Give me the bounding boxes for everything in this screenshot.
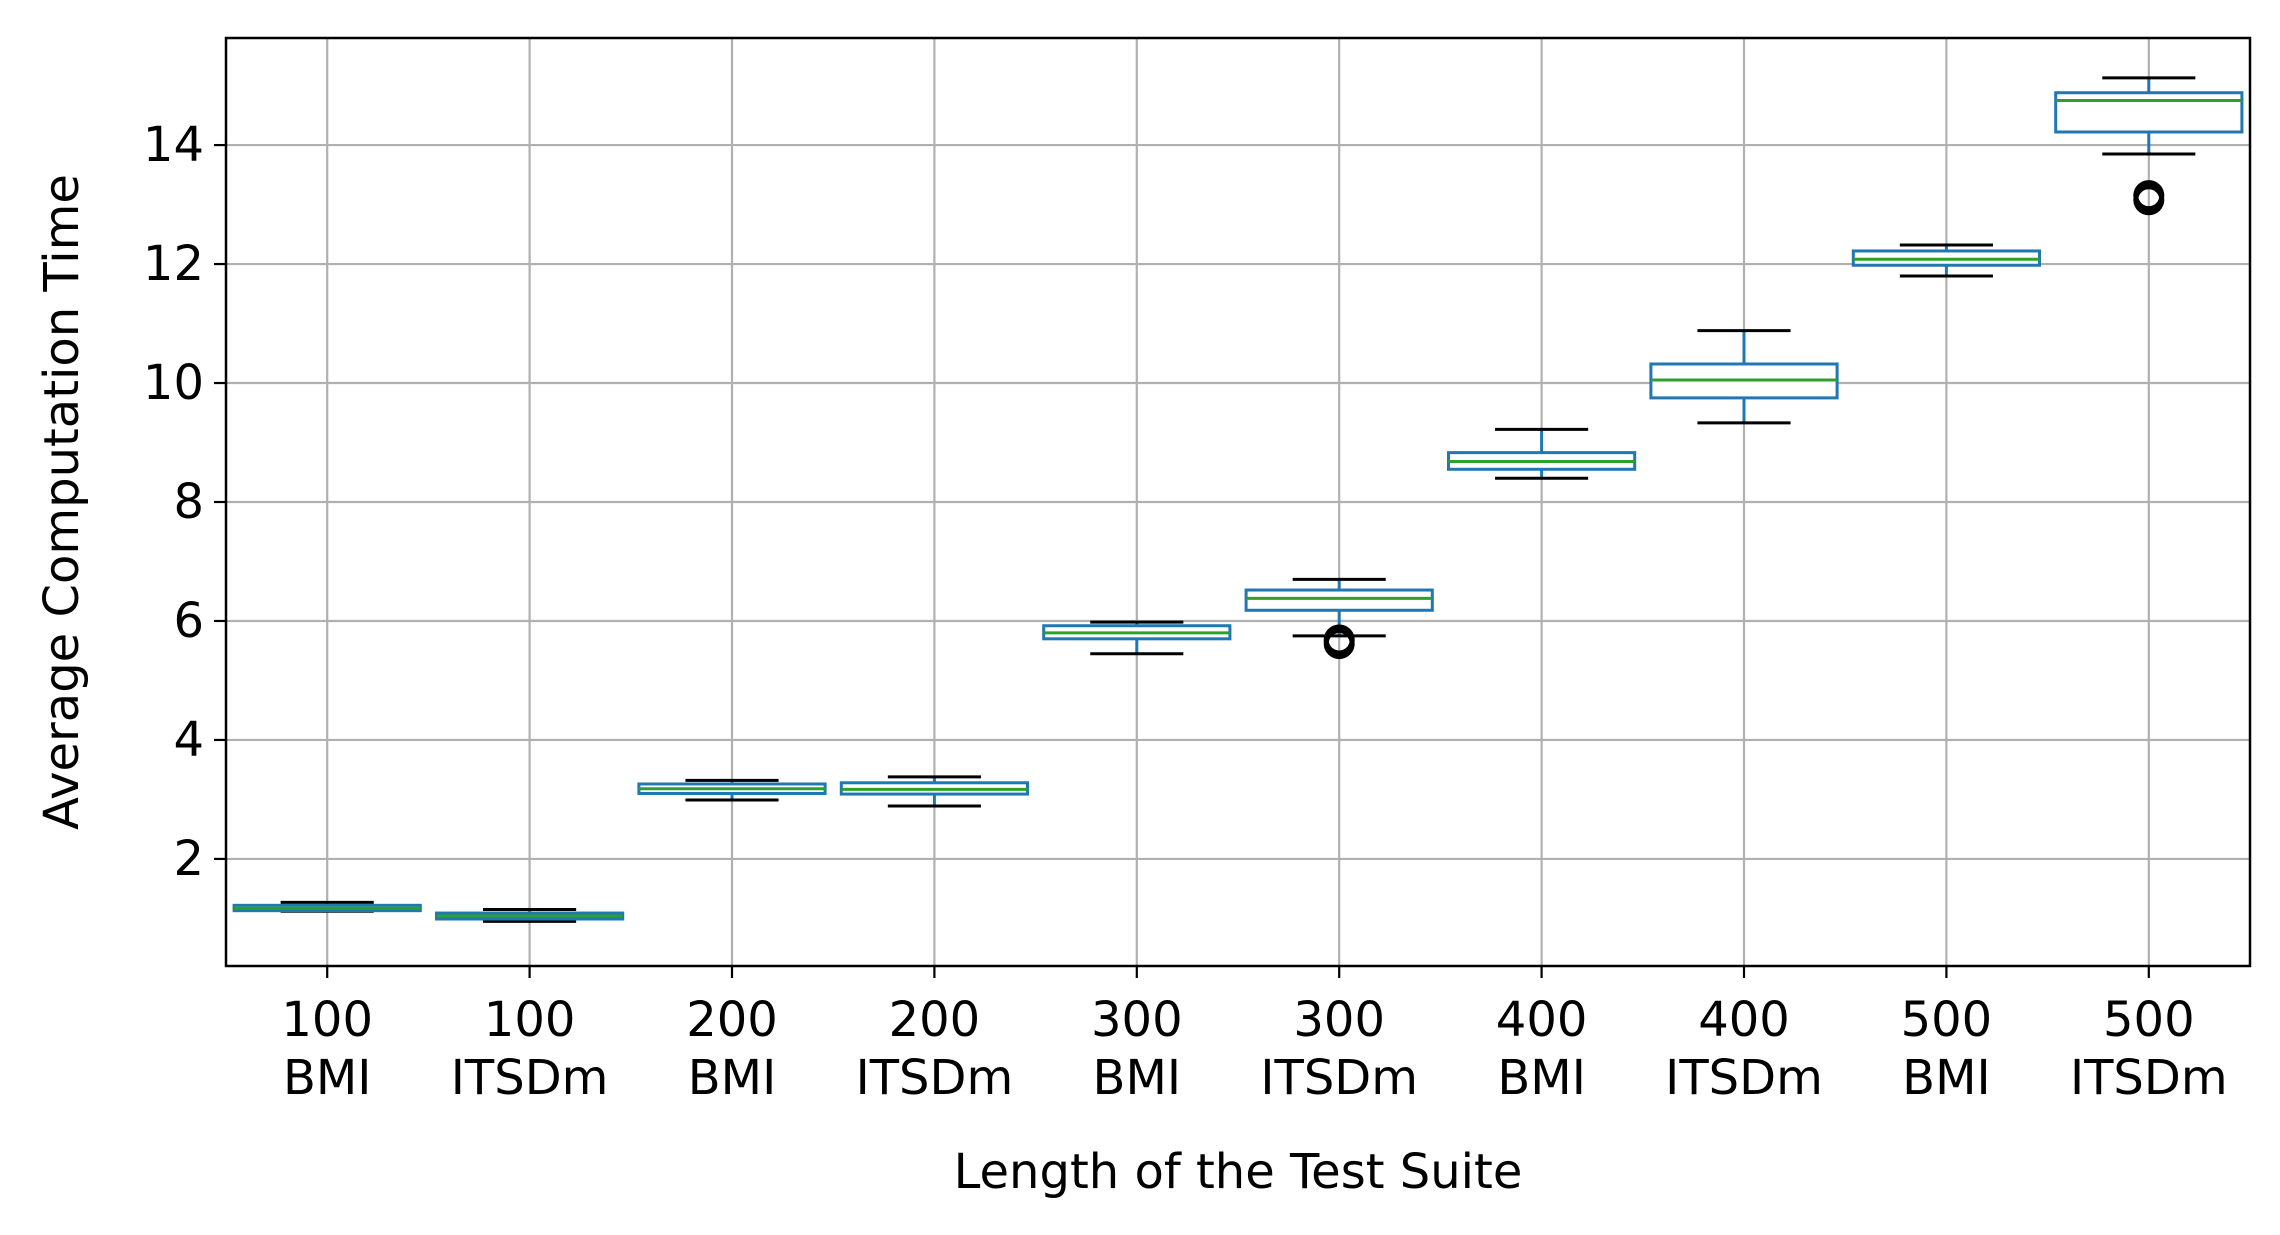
outlier-point	[2133, 180, 2165, 212]
x-axis: 100BMI100ITSDm200BMI200ITSDm300BMI300ITS…	[281, 966, 2228, 1106]
x-tick-label-length: 200	[686, 992, 778, 1048]
x-tick-label-method: BMI	[283, 1050, 372, 1106]
x-tick-label-method: ITSDm	[856, 1050, 1014, 1106]
x-axis-title: Length of the Test Suite	[954, 1144, 1523, 1200]
box-400-bmi	[1446, 427, 1637, 480]
x-tick-label-length: 500	[1901, 992, 1993, 1048]
y-axis-title: Average Computation Time	[34, 174, 90, 830]
x-tick-label-length: 300	[1293, 992, 1385, 1048]
x-tick-label-length: 500	[2103, 992, 2195, 1048]
box-500-itsdm	[2054, 76, 2244, 216]
box-series	[232, 76, 2244, 923]
x-tick-label-length: 400	[1698, 992, 1790, 1048]
x-tick-label-length: 300	[1091, 992, 1183, 1048]
y-tick-label: 6	[173, 593, 204, 649]
x-tick-label-method: ITSDm	[2070, 1050, 2228, 1106]
x-tick-label-method: ITSDm	[451, 1050, 609, 1106]
outlier-point	[1323, 624, 1355, 656]
y-tick-label: 4	[173, 712, 204, 768]
y-tick-label: 2	[173, 831, 204, 887]
box-300-itsdm	[1244, 577, 1434, 660]
y-tick-label: 12	[143, 236, 204, 292]
y-tick-label: 10	[143, 355, 204, 411]
box-200-itsdm	[839, 775, 1030, 808]
box-500-bmi	[1851, 243, 2042, 278]
x-tick-label-method: BMI	[1497, 1050, 1586, 1106]
x-tick-label-length: 100	[484, 992, 576, 1048]
box-400-itsdm	[1649, 329, 1839, 425]
grid-lines	[226, 38, 2250, 966]
x-tick-label-length: 100	[281, 992, 373, 1048]
box-200-bmi	[637, 778, 827, 802]
x-tick-label-method: BMI	[688, 1050, 777, 1106]
x-tick-label-method: ITSDm	[1260, 1050, 1418, 1106]
x-tick-label-method: BMI	[1093, 1050, 1182, 1106]
box-100-itsdm	[434, 907, 625, 923]
box-300-bmi	[1042, 620, 1232, 656]
x-tick-label-method: BMI	[1902, 1050, 1991, 1106]
x-tick-label-length: 200	[889, 992, 981, 1048]
box-iqr	[2054, 91, 2244, 134]
y-axis: 2 4 6 8 10 12 14	[143, 117, 226, 887]
y-tick-label: 8	[173, 474, 204, 530]
x-tick-label-length: 400	[1496, 992, 1588, 1048]
box-iqr	[1244, 588, 1434, 612]
y-tick-label: 14	[143, 117, 204, 173]
box-100-bmi	[232, 900, 422, 913]
x-tick-label-method: ITSDm	[1665, 1050, 1823, 1106]
